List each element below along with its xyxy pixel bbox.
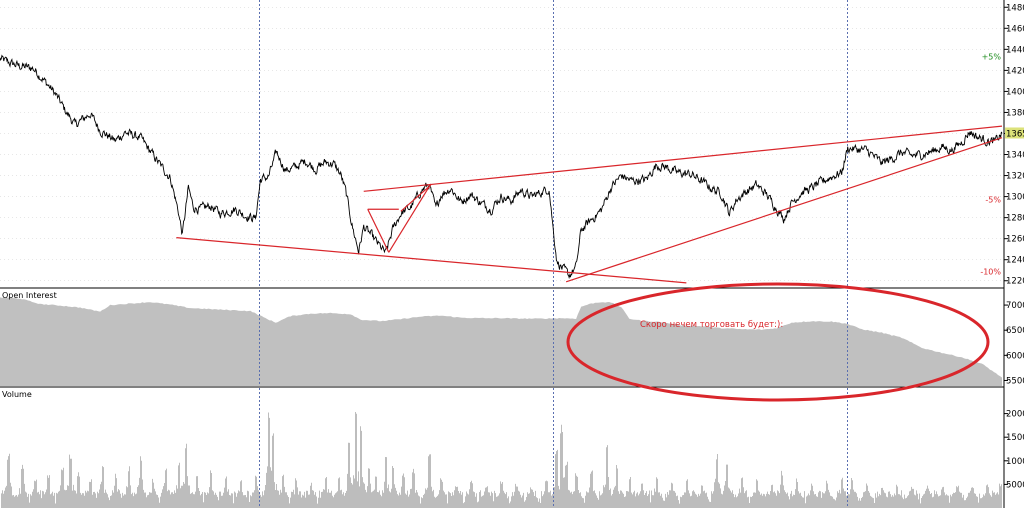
volume-bars [1,412,1002,508]
axis-tick-label: 132000 [1006,172,1024,182]
axis-tick-label: 700000 [1006,301,1024,311]
axis-tick-label: 134000 [1006,151,1024,161]
trend-line [565,137,1003,283]
trend-line [400,184,432,212]
trend-line [388,183,432,253]
axis-tick-label: 144000 [1006,45,1024,55]
axis-tick-label: 5000 [1006,480,1024,490]
last-price-label: 136556 [1006,129,1024,139]
price-pane: 122000 124000 126000 128000 130000 132000 1340… [0,0,1024,287]
percent-marker: +5% [982,53,1002,62]
axis-tick-label: 142000 [1006,66,1024,76]
axis-tick-label: 10000 [1006,457,1024,467]
percent-marker: -5% [985,196,1001,205]
axis-tick-label: 550000 [1006,376,1024,386]
axis-tick-label: 122000 [1006,277,1024,287]
volume-period-separators [259,388,848,508]
open-interest-label: Open Interest [2,291,57,300]
axis-tick-label: 15000 [1006,433,1024,443]
open-interest-area [0,297,1002,386]
trend-lines [176,125,1003,284]
annotation-ellipse [566,282,990,402]
axis-tick-label: 148000 [1006,3,1024,13]
trend-line [367,208,390,253]
trend-line [363,125,1003,192]
percent-marker: -10% [980,267,1001,276]
axis-tick-label: 124000 [1006,256,1024,266]
axis-tick-label: 138000 [1006,108,1024,118]
axis-tick-label: 128000 [1006,214,1024,224]
open-interest-pane: Open Interest 550000 600000 650000 700000 [0,290,1024,386]
axis-tick-label: 600000 [1006,351,1024,361]
last-price-marker: 136556 [1005,127,1024,139]
percent-markers: +5% -5% -10% [980,53,1001,277]
axis-tick-label: 130000 [1006,193,1024,203]
trend-line [176,237,687,284]
open-interest-axis: 550000 600000 650000 700000 [1004,301,1024,386]
volume-pane: Volume 5000 10000 15000 20000 [1,388,1024,508]
axis-tick-label: 140000 [1006,87,1024,97]
last-price-box [1005,127,1024,139]
annotation-text: Скоро нечем торговать будет:): [640,320,783,330]
open-interest-period-separators [259,290,848,386]
volume-axis: 5000 10000 15000 20000 [1004,410,1024,490]
axis-tick-label: 126000 [1006,235,1024,245]
axis-tick-label: 20000 [1006,410,1024,420]
price-line [0,54,1003,280]
axis-tick-label: 146000 [1006,24,1024,34]
axis-tick-label: 650000 [1006,326,1024,336]
volume-label: Volume [2,390,32,399]
